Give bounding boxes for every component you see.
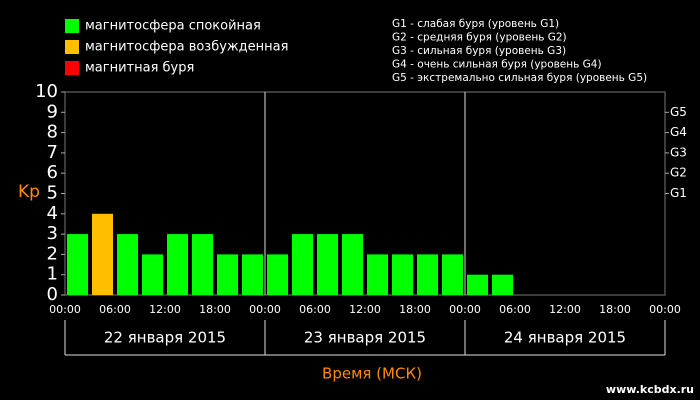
day-label: 22 января 2015 (104, 329, 226, 347)
y2-tick-label: G1 (670, 186, 687, 200)
bar (342, 234, 363, 295)
x-tick-label: 12:00 (349, 303, 381, 316)
y2-tick-label: G2 (670, 166, 687, 180)
x-axis-label: Время (МСК) (322, 365, 422, 383)
storm-level: G5 - экстремально сильная буря (уровень … (392, 72, 647, 84)
x-tick-label: 06:00 (299, 303, 331, 316)
storm-level: G1 - слабая буря (уровень G1) (392, 18, 559, 30)
bar (317, 234, 338, 295)
y-tick-label: 1 (47, 264, 58, 285)
legend-swatch (65, 61, 79, 75)
bar (142, 254, 163, 295)
bar (167, 234, 188, 295)
y-tick-label: 5 (47, 183, 58, 204)
x-tick-label: 00:00 (649, 303, 681, 316)
bar (367, 254, 388, 295)
legend-label: магнитная буря (85, 61, 194, 76)
x-tick-label: 00:00 (449, 303, 481, 316)
bar (217, 254, 238, 295)
x-tick-label: 18:00 (199, 303, 231, 316)
storm-level: G2 - средняя буря (уровень G2) (392, 32, 567, 44)
y2-tick-label: G4 (670, 125, 687, 139)
y-tick-label: 8 (47, 122, 58, 143)
x-tick-label: 06:00 (99, 303, 131, 316)
x-tick-label: 12:00 (549, 303, 581, 316)
day-label: 24 января 2015 (504, 329, 626, 347)
y-tick-label: 0 (47, 284, 58, 305)
bar (392, 254, 413, 295)
y-tick-label: 3 (47, 223, 58, 244)
x-tick-label: 00:00 (49, 303, 81, 316)
y2-tick-label: G3 (670, 145, 687, 159)
y-axis-label: Kp (18, 182, 40, 202)
bar (242, 254, 263, 295)
legend-label: магнитосфера спокойная (85, 19, 261, 34)
bar (417, 254, 438, 295)
legend-swatch (65, 40, 79, 54)
day-label: 23 января 2015 (304, 329, 426, 347)
storm-level: G3 - сильная буря (уровень G3) (392, 45, 566, 57)
storm-level: G4 - очень сильная буря (уровень G4) (392, 59, 602, 71)
bar (192, 234, 213, 295)
y-tick-label: 7 (47, 142, 58, 163)
bar (492, 274, 513, 295)
y-tick-label: 6 (47, 162, 58, 183)
y-tick-label: 2 (47, 243, 58, 264)
bar (67, 234, 88, 295)
x-tick-label: 00:00 (249, 303, 281, 316)
bar (267, 254, 288, 295)
x-tick-label: 06:00 (499, 303, 531, 316)
legend-swatch (65, 19, 79, 33)
y2-tick-label: G5 (670, 105, 687, 119)
bar (292, 234, 313, 295)
y-tick-label: 9 (47, 101, 58, 122)
legend-label: магнитосфера возбужденная (85, 40, 288, 55)
bar (92, 213, 113, 295)
bar (117, 234, 138, 295)
x-tick-label: 18:00 (399, 303, 431, 316)
y-tick-label: 10 (35, 81, 58, 102)
x-tick-label: 12:00 (149, 303, 181, 316)
watermark: www.kcbdx.ru (606, 383, 694, 396)
bar (467, 274, 488, 295)
x-tick-label: 18:00 (599, 303, 631, 316)
y-tick-label: 4 (47, 203, 58, 224)
bar (442, 254, 463, 295)
